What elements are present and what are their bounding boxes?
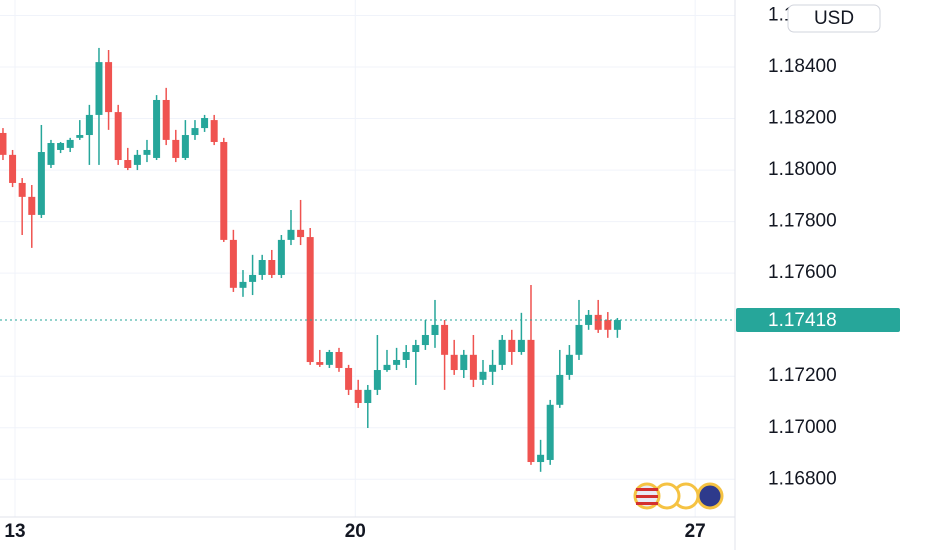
- candle-body: [47, 143, 55, 165]
- candle-body: [393, 359, 401, 365]
- x-tick-label: 27: [685, 521, 706, 542]
- candle-body: [364, 389, 372, 404]
- last-price-box: [736, 308, 900, 333]
- candle-body: [85, 114, 93, 136]
- candle-body: [345, 367, 353, 390]
- candle-body: [565, 354, 573, 375]
- candle-body: [37, 152, 45, 215]
- candle-body: [537, 454, 545, 463]
- candle-body: [450, 354, 458, 371]
- candle-body: [287, 229, 295, 240]
- candle-body: [28, 196, 36, 215]
- candle-body: [153, 99, 161, 158]
- candle-body: [383, 364, 391, 371]
- candle-body: [229, 239, 237, 288]
- candle-body: [431, 324, 439, 335]
- candle-body: [335, 351, 343, 368]
- candle-body: [191, 128, 199, 136]
- candle-body: [306, 237, 314, 363]
- candle-body: [489, 364, 497, 372]
- candle-body: [508, 339, 516, 352]
- candle-body: [517, 339, 525, 352]
- candle-body: [249, 274, 257, 282]
- candle-body: [9, 154, 17, 183]
- candle-body: [556, 374, 564, 405]
- candle-body: [114, 112, 122, 161]
- candle-body: [527, 339, 535, 463]
- y-tick-label: 1.17600: [768, 262, 837, 283]
- candle-body: [66, 139, 74, 148]
- candle-body: [181, 135, 189, 158]
- candle-body: [268, 260, 276, 275]
- candle-body: [162, 99, 170, 140]
- candle-body: [498, 339, 506, 365]
- candle-body: [604, 320, 612, 330]
- candle-body: [354, 389, 362, 404]
- currency[interactable]: USD: [814, 8, 854, 29]
- y-tick-label: 1.18000: [768, 159, 837, 180]
- candle-body: [0, 132, 7, 155]
- candle-body: [277, 239, 285, 275]
- candle-body: [210, 120, 218, 142]
- candle-body: [421, 334, 429, 346]
- candle-body: [143, 149, 151, 155]
- candle-body: [133, 154, 141, 165]
- candle-body: [460, 354, 468, 371]
- candle-body: [220, 141, 228, 240]
- candle-body: [76, 135, 84, 138]
- candle-body: [479, 371, 487, 380]
- candle-body: [297, 229, 305, 238]
- candle-body: [18, 182, 26, 197]
- candles: [0, 47, 735, 472]
- y-tick-label: 1.18400: [768, 56, 837, 77]
- candle-body: [585, 314, 593, 325]
- y-tick-label: 1.17800: [768, 211, 837, 232]
- candle-body: [201, 118, 209, 129]
- candle-body: [316, 362, 324, 365]
- candle-body: [105, 62, 113, 113]
- last-price-label: 1.17418: [768, 310, 837, 331]
- candle-body: [402, 351, 410, 360]
- candle-body: [57, 143, 65, 150]
- candle-body: [239, 281, 247, 288]
- candle-body: [613, 320, 621, 330]
- candle-body: [172, 139, 180, 158]
- candle-body: [594, 314, 602, 330]
- candle-body: [95, 62, 103, 115]
- candle-body: [412, 345, 420, 352]
- grid: [0, 0, 735, 517]
- y-tick-label: 1.17000: [768, 417, 837, 438]
- y-tick-label: 1.16800: [768, 468, 837, 489]
- candle-body: [546, 404, 554, 460]
- candle-body: [124, 160, 132, 169]
- candle-body: [258, 260, 266, 275]
- x-tick-label: 13: [4, 521, 25, 542]
- candle-body: [469, 354, 477, 380]
- candle-body: [441, 324, 449, 355]
- x-tick-label: 20: [345, 521, 366, 542]
- y-tick-label: 1.17200: [768, 365, 837, 386]
- y-tick-label: 1.18200: [768, 108, 837, 129]
- event-icons: [633, 482, 724, 510]
- candle-body: [575, 324, 583, 355]
- candle-body: [325, 351, 333, 365]
- currency-button[interactable]: [787, 4, 881, 33]
- candle-body: [373, 370, 381, 390]
